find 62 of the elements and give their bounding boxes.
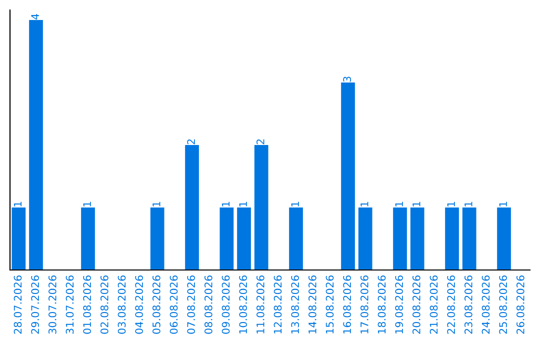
bar <box>410 208 424 270</box>
bar <box>358 208 372 270</box>
x-tick-label: 25.08.2026 <box>499 276 508 334</box>
x-tick-label: 09.08.2026 <box>222 276 230 334</box>
data-label: 4 <box>31 14 39 20</box>
x-tick-label: 13.08.2026 <box>291 276 300 334</box>
x-tick-label: 02.08.2026 <box>100 276 108 334</box>
x-tick-label: 19.08.2026 <box>395 276 404 334</box>
x-tick-label: 07.08.2026 <box>187 276 196 334</box>
data-label: 1 <box>14 202 22 206</box>
data-label: 1 <box>464 202 472 206</box>
x-tick-label: 05.08.2026 <box>152 276 160 334</box>
bar <box>29 20 43 270</box>
data-label: 1 <box>152 202 160 206</box>
x-tick-label: 06.08.2026 <box>170 276 178 334</box>
x-tick-label: 10.08.2026 <box>239 276 248 334</box>
x-tick-label: 23.08.2026 <box>464 276 472 334</box>
x-tick-label: 12.08.2026 <box>274 276 282 334</box>
data-label: 2 <box>187 139 195 144</box>
x-tick-label: 24.08.2026 <box>482 276 490 334</box>
bar <box>393 208 407 270</box>
x-tick-label: 14.08.2026 <box>308 276 316 334</box>
bar <box>445 208 459 270</box>
x-tick-label: 03.08.2026 <box>118 276 126 334</box>
bar <box>81 208 95 270</box>
bar <box>254 145 268 270</box>
data-label: 1 <box>412 202 420 206</box>
x-tick-label: 29.07.2026 <box>31 276 40 334</box>
data-label: 1 <box>395 202 403 206</box>
data-label: 2 <box>256 139 264 144</box>
x-tick-label: 26.08.2026 <box>516 276 524 334</box>
x-tick-label: 28.07.2026 <box>14 276 22 334</box>
data-label: 1 <box>239 202 247 206</box>
data-label: 1 <box>291 202 299 206</box>
x-tick-label: 04.08.2026 <box>135 276 144 334</box>
x-tick-label: 15.08.2026 <box>326 276 334 334</box>
x-tick-label: 30.07.2026 <box>48 276 56 334</box>
data-label: 1 <box>360 202 368 206</box>
x-tick-label: 16.08.2026 <box>343 276 352 334</box>
bar <box>150 208 164 270</box>
bar <box>497 208 511 270</box>
x-tick-label: 22.08.2026 <box>447 276 456 334</box>
x-tick-label: 31.07.2026 <box>66 276 74 334</box>
bar <box>185 145 199 270</box>
data-label: 1 <box>222 202 230 206</box>
data-label: 3 <box>343 76 352 82</box>
bar <box>237 208 251 270</box>
bar <box>12 208 26 270</box>
x-tick-label: 21.08.2026 <box>430 276 438 334</box>
data-label: 1 <box>83 202 91 206</box>
x-tick-label: 11.08.2026 <box>256 276 264 334</box>
x-tick-label: 01.08.2026 <box>83 276 92 334</box>
data-label: 1 <box>447 202 455 206</box>
data-label: 1 <box>499 202 507 206</box>
x-tick-label: 08.08.2026 <box>204 276 212 334</box>
bar <box>289 208 303 270</box>
x-tick-label: 17.08.2026 <box>360 276 368 334</box>
bar <box>462 208 476 270</box>
bar <box>341 82 355 270</box>
x-tick-label: 18.08.2026 <box>378 276 386 334</box>
x-tick-label: 20.08.2026 <box>412 276 420 334</box>
bar <box>220 208 234 270</box>
